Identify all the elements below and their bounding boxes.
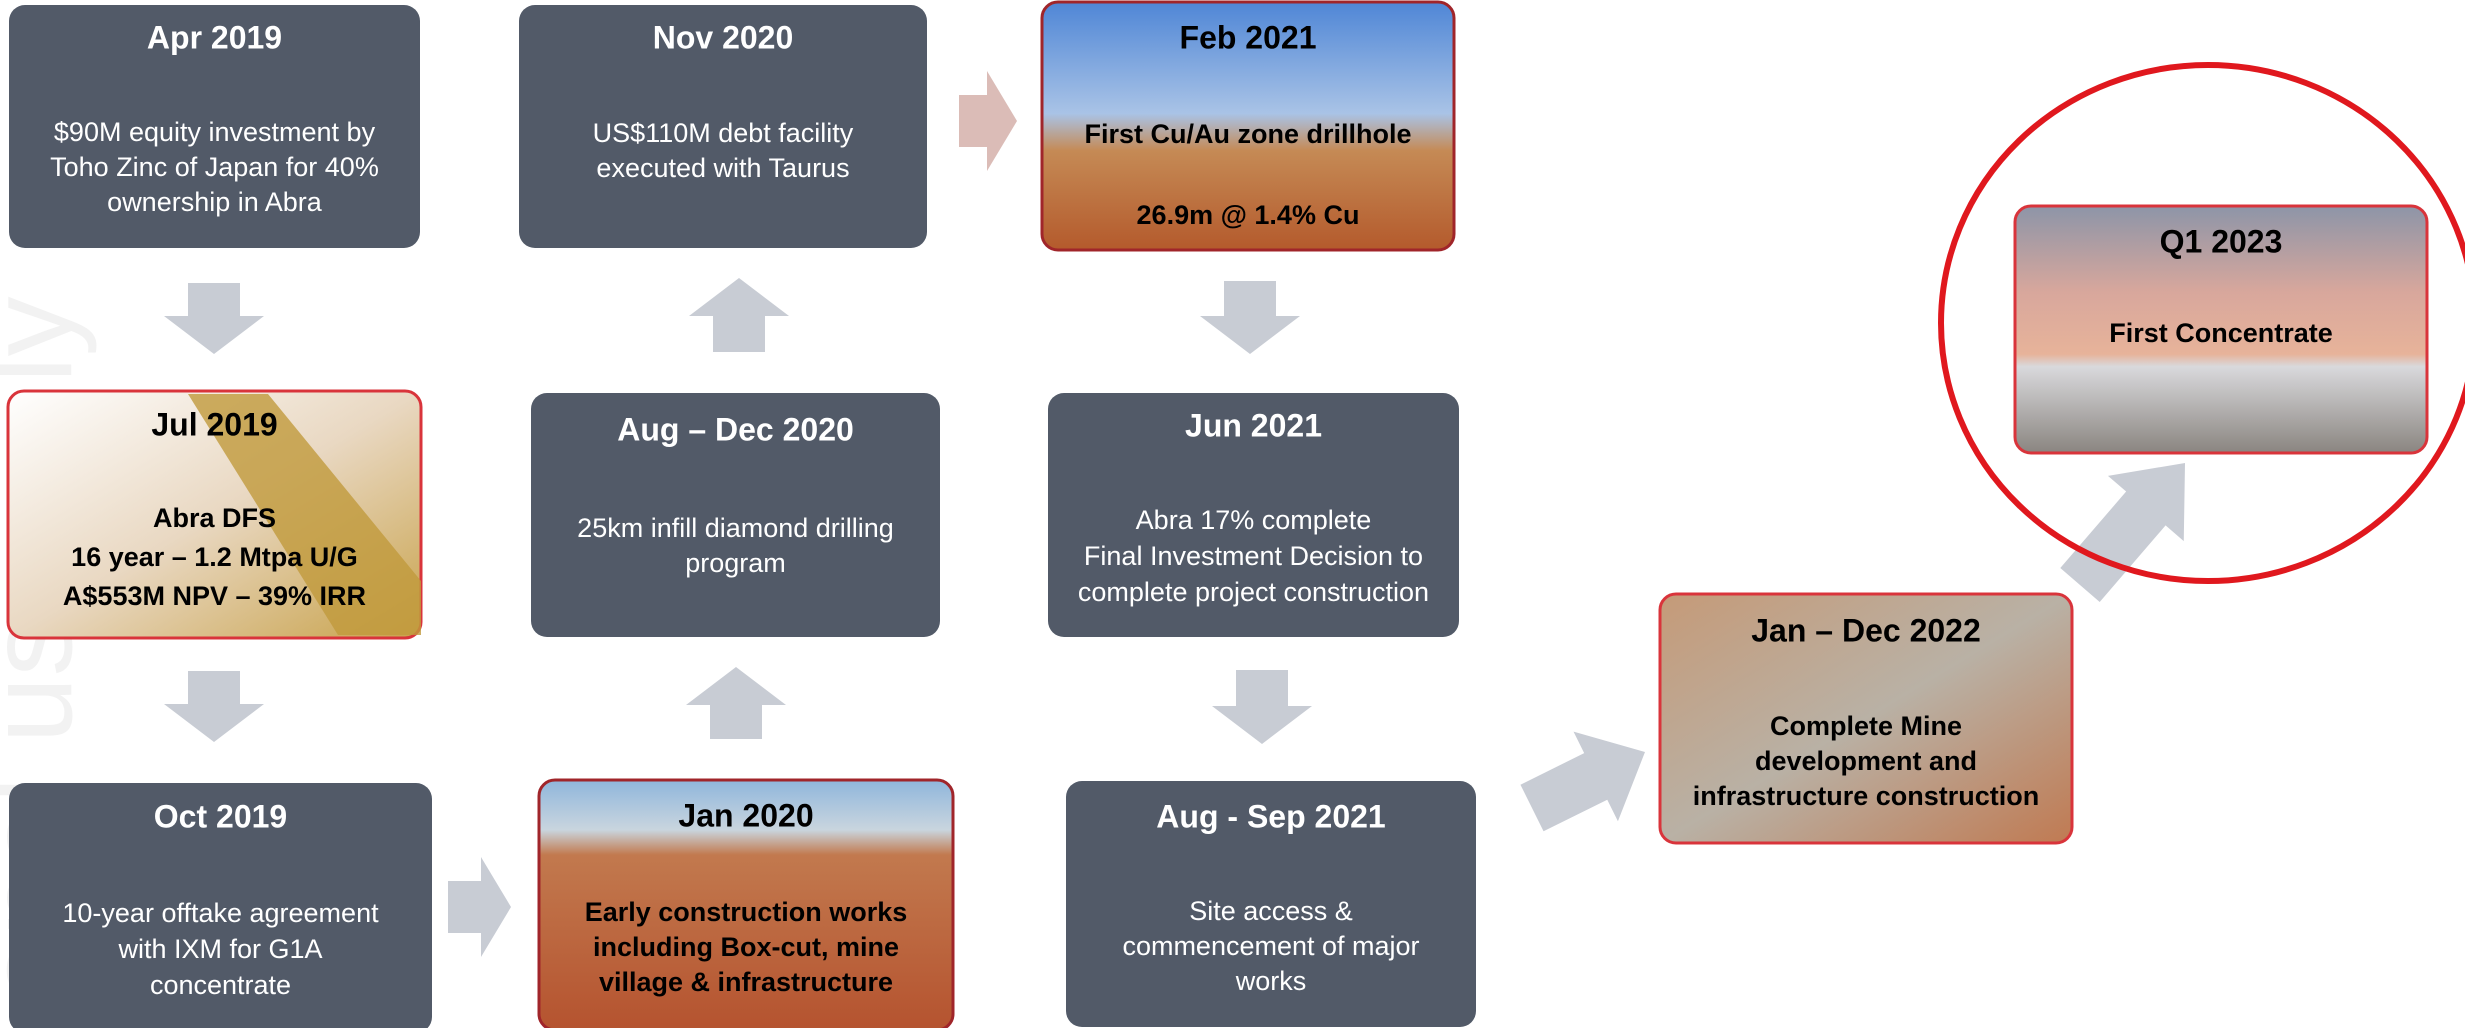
milestone-text: executed with Taurus bbox=[596, 153, 849, 183]
milestone-box bbox=[531, 393, 940, 637]
milestone-text: ownership in Abra bbox=[107, 187, 323, 217]
milestone-text: First Concentrate bbox=[2109, 318, 2333, 348]
milestone-text: village & infrastructure bbox=[599, 967, 893, 997]
milestone-text: works bbox=[1235, 966, 1307, 996]
milestone-box bbox=[519, 5, 927, 248]
milestone-text: A$553M NPV – 39% IRR bbox=[63, 581, 366, 611]
milestone-box bbox=[1066, 781, 1476, 1027]
milestone-text: including Box-cut, mine bbox=[593, 932, 899, 962]
milestone-text: Early construction works bbox=[585, 897, 908, 927]
milestone-text: complete project construction bbox=[1078, 577, 1429, 607]
milestone-text: infrastructure construction bbox=[1693, 781, 2040, 811]
arrow bbox=[2060, 463, 2185, 602]
milestone-date: Oct 2019 bbox=[154, 798, 287, 834]
milestone-text: US$110M debt facility bbox=[593, 118, 854, 148]
milestone-box bbox=[9, 783, 432, 1033]
decor bbox=[188, 394, 421, 635]
milestone-text: Complete Mine bbox=[1770, 711, 1962, 741]
milestone-box bbox=[9, 5, 420, 248]
milestone-box bbox=[1040, 0, 1456, 252]
milestone-text: concentrate bbox=[150, 970, 291, 1000]
milestone-date: Jul 2019 bbox=[151, 406, 277, 442]
milestone-text: First Cu/Au zone drillhole bbox=[1084, 119, 1411, 149]
arrow bbox=[959, 71, 1017, 171]
milestone-text: 26.9m @ 1.4% Cu bbox=[1137, 200, 1360, 230]
milestone-date: Feb 2021 bbox=[1180, 19, 1317, 55]
milestone-date: Apr 2019 bbox=[147, 19, 282, 55]
arrow bbox=[689, 278, 789, 352]
arrow bbox=[1520, 731, 1645, 832]
milestone-text: development and bbox=[1755, 746, 1977, 776]
milestone-box bbox=[1048, 393, 1459, 637]
milestone-text: Toho Zinc of Japan for 40% bbox=[50, 152, 379, 182]
milestone-text: 10-year offtake agreement bbox=[62, 898, 379, 928]
milestone-date: Q1 2023 bbox=[2160, 223, 2283, 259]
arrow bbox=[686, 667, 786, 739]
arrow bbox=[164, 283, 264, 354]
arrow bbox=[448, 857, 511, 957]
milestone-date: Aug - Sep 2021 bbox=[1156, 798, 1385, 834]
milestone-box bbox=[1658, 592, 2074, 845]
milestone-text: 25km infill diamond drilling bbox=[577, 513, 894, 543]
milestone-box bbox=[2013, 204, 2429, 455]
milestone-text: Final Investment Decision to bbox=[1084, 541, 1423, 571]
milestone-text: program bbox=[685, 548, 786, 578]
milestone-text: Abra 17% complete bbox=[1136, 505, 1372, 535]
arrow bbox=[1200, 281, 1300, 354]
milestone-text: 16 year – 1.2 Mtpa U/G bbox=[71, 542, 358, 572]
milestone-date: Jun 2021 bbox=[1185, 407, 1322, 443]
milestone-date: Aug – Dec 2020 bbox=[617, 411, 854, 447]
arrow bbox=[1212, 670, 1312, 744]
milestone-text: Site access & bbox=[1189, 896, 1353, 926]
milestone-date: Nov 2020 bbox=[653, 19, 794, 55]
milestone-date: Jan 2020 bbox=[678, 797, 813, 833]
milestone-text: with IXM for G1A bbox=[117, 934, 322, 964]
milestone-date: Jan – Dec 2022 bbox=[1751, 612, 1981, 648]
arrow bbox=[164, 671, 264, 742]
milestone-text: commencement of major bbox=[1122, 931, 1419, 961]
milestone-text: $90M equity investment by bbox=[54, 117, 376, 147]
highlight-circle bbox=[1938, 62, 2465, 584]
milestone-text: Abra DFS bbox=[153, 503, 276, 533]
